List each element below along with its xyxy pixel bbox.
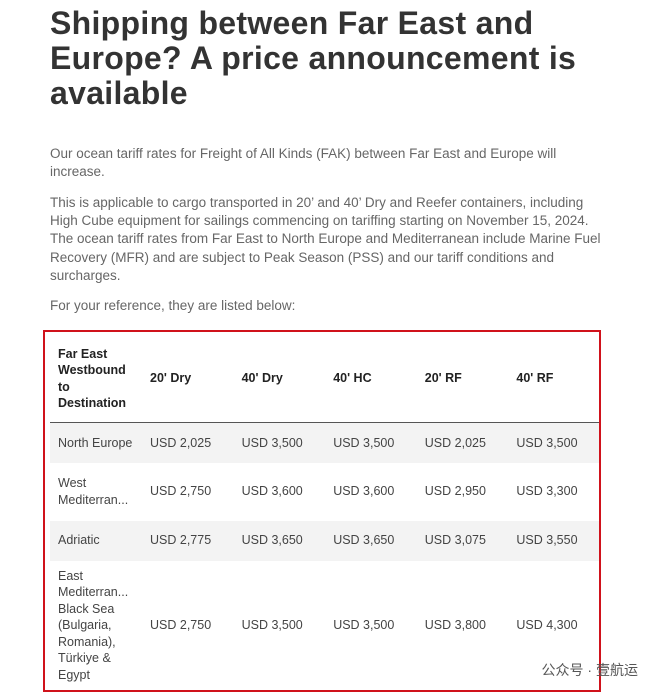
table-cell: USD 4,300: [516, 618, 578, 633]
header-row: Far East Westbound to Destination 20' Dry…: [50, 335, 599, 423]
table-cell: USD 3,500: [333, 618, 395, 633]
watermark: 公众号 · 壹航运: [541, 662, 638, 678]
paragraph: For your reference, they are listed belo…: [50, 298, 296, 313]
table-cell: USD 3,650: [325, 520, 417, 561]
table-cell: USD 2,775: [142, 520, 234, 561]
paragraph: This is applicable to cargo transported …: [50, 195, 601, 283]
table-cell: USD 2,750: [150, 618, 212, 633]
table-cell: USD 3,550: [508, 520, 599, 561]
table-cell: North Europe: [50, 422, 142, 463]
column-header: Far East Westbound to Destination: [50, 335, 142, 423]
table-cell: USD 2,025: [142, 422, 234, 463]
title: Shipping between Far East and Europe? A …: [50, 5, 577, 111]
tariff-table: Far East Westbound to Destination 20' Dry…: [50, 335, 599, 691]
paragraph: Our ocean tariff rates for Freight of Al…: [50, 146, 557, 180]
column-header: 40' Dry: [233, 335, 326, 423]
table-cell: West Mediterran...: [58, 476, 129, 507]
table-cell: USD 3,800: [424, 618, 486, 633]
table-cell: USD 3,500: [325, 422, 417, 463]
table-cell: USD 3,500: [233, 422, 326, 463]
table-cell: USD 3,650: [233, 520, 326, 561]
table-row: West Mediterran... USD 2,750 USD 3,600 USD …: [50, 463, 599, 521]
table-cell: USD 2,950: [424, 484, 486, 499]
table-cell: USD 3,600: [241, 484, 303, 499]
column-header: 20' Dry: [142, 335, 234, 423]
table-cell: USD 3,500: [241, 618, 303, 633]
column-header: 40' HC: [325, 335, 417, 423]
table-cell: USD 3,600: [333, 484, 395, 499]
table-row: East Mediterran... Black Sea (Bulgaria, …: [50, 561, 599, 691]
table-row: North Europe USD 2,025 USD 3,500 USD 3,500 U…: [50, 422, 599, 463]
table-row: Adriatic USD 2,775 USD 3,650 USD 3,650 USD 3…: [50, 520, 599, 561]
table-cell: USD 2,025: [416, 422, 509, 463]
column-header: 40' RF: [508, 335, 599, 423]
table-cell: Adriatic: [50, 520, 142, 561]
table-cell: USD 2,750: [150, 484, 212, 499]
highlight-box: Far East Westbound to Destination 20' Dry…: [43, 330, 601, 692]
table-cell: East Mediterran... Black Sea (Bulgaria, …: [58, 568, 129, 682]
table-cell: USD 3,300: [516, 484, 578, 499]
column-header: 20' RF: [416, 335, 509, 423]
table-cell: USD 3,075: [416, 520, 509, 561]
table-cell: USD 3,500: [508, 422, 599, 463]
